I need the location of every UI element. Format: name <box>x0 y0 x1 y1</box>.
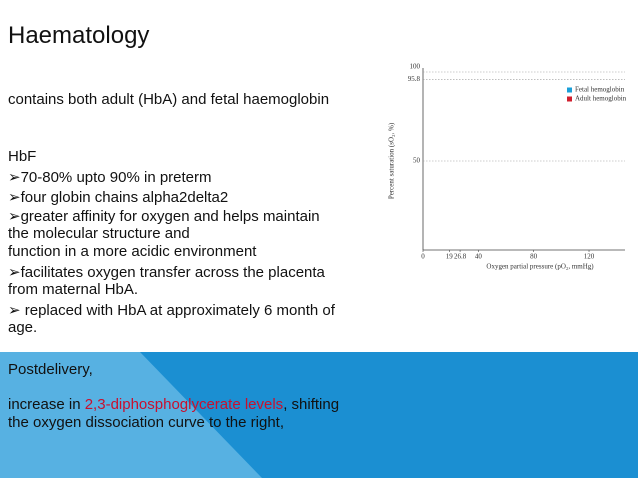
text-line: Postdelivery, <box>8 361 93 378</box>
text-line: ➢ replaced with HbA at approximately 6 m… <box>8 302 335 319</box>
x-tick-label: 19 <box>446 253 454 261</box>
legend-swatch <box>567 87 572 93</box>
y-axis-title: Percent saturation (sO₂, %) <box>388 122 396 199</box>
x-axis-title: Oxygen partial pressure (pO₂, mmHg) <box>486 263 594 271</box>
text-line: ➢four globin chains alpha2delta2 <box>8 189 229 206</box>
text-line: ➢greater affinity for oxygen and helps m… <box>8 208 320 225</box>
text-line: age. <box>8 319 38 336</box>
footer-band <box>0 352 638 478</box>
band-light <box>0 352 262 478</box>
chart: 50 95.8 100 0 19 26.8 40 80 120 Percent saturatio… <box>388 63 627 271</box>
closing-line: the oxygen dissociation curve to the rig… <box>8 414 284 431</box>
text-line: function in a more acidic environment <box>8 243 257 260</box>
highlight: 2,3-diphosphoglycerate levels <box>84 396 284 413</box>
legend-label: Adult hemoglobin <box>575 95 627 103</box>
text-line: HbF <box>8 148 37 165</box>
x-tick-label: 26.8 <box>454 253 467 261</box>
closing-line: increase in 2,3-diphosphoglycerate level… <box>8 396 339 413</box>
legend-swatch <box>567 96 572 102</box>
text-line: the molecular structure and <box>8 225 190 242</box>
y-tick-label: 95.8 <box>408 75 421 83</box>
text-line: from maternal HbA. <box>8 281 139 298</box>
text-line: contains both adult (HbA) and fetal haem… <box>8 91 330 108</box>
x-tick-label: 120 <box>584 253 595 261</box>
text: increase in <box>8 396 85 413</box>
y-tick-label: 100 <box>410 63 421 71</box>
text: , shifting <box>283 396 340 413</box>
y-tick-label: 50 <box>413 157 421 165</box>
x-tick-label: 40 <box>475 253 483 261</box>
text-line: ➢70-80% upto 90% in preterm <box>8 169 212 186</box>
text-line: ➢facilitates oxygen transfer across the … <box>8 264 325 281</box>
x-tick-label: 80 <box>530 253 538 261</box>
x-tick-label: 0 <box>421 253 425 261</box>
legend-label: Fetal hemoglobin <box>575 86 625 94</box>
slide-title: Haematology <box>8 22 150 49</box>
